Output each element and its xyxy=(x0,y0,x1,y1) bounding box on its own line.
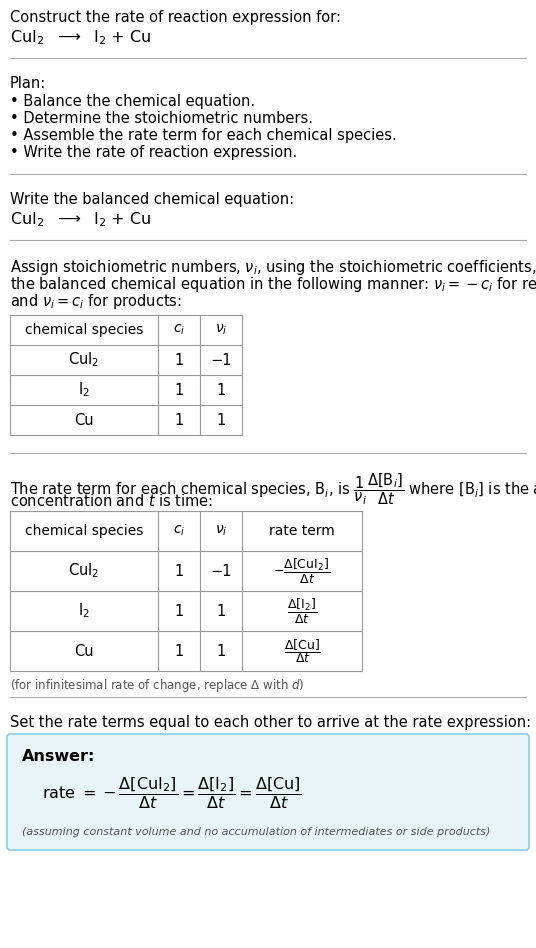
Text: Write the balanced chemical equation:: Write the balanced chemical equation: xyxy=(10,192,294,207)
Text: (for infinitesimal rate of change, replace Δ with $d$): (for infinitesimal rate of change, repla… xyxy=(10,677,304,694)
Text: Assign stoichiometric numbers, $\nu_i$, using the stoichiometric coefficients, $: Assign stoichiometric numbers, $\nu_i$, … xyxy=(10,258,536,277)
Text: I$_2$: I$_2$ xyxy=(78,381,90,399)
Text: CuI$_2$  $\longrightarrow$  I$_2$ + Cu: CuI$_2$ $\longrightarrow$ I$_2$ + Cu xyxy=(10,210,151,228)
Text: Construct the rate of reaction expression for:: Construct the rate of reaction expressio… xyxy=(10,10,341,25)
Text: $\nu_i$: $\nu_i$ xyxy=(215,323,227,337)
Text: 1: 1 xyxy=(217,412,226,428)
FancyBboxPatch shape xyxy=(7,734,529,850)
Text: 1: 1 xyxy=(217,644,226,659)
Text: concentration and $t$ is time:: concentration and $t$ is time: xyxy=(10,493,213,509)
Text: the balanced chemical equation in the following manner: $\nu_i = -c_i$ for react: the balanced chemical equation in the fo… xyxy=(10,275,536,294)
Text: −1: −1 xyxy=(210,563,232,578)
Text: • Assemble the rate term for each chemical species.: • Assemble the rate term for each chemic… xyxy=(10,128,397,143)
Text: chemical species: chemical species xyxy=(25,524,143,538)
Text: I$_2$: I$_2$ xyxy=(78,602,90,620)
Text: and $\nu_i = c_i$ for products:: and $\nu_i = c_i$ for products: xyxy=(10,292,182,311)
Text: 1: 1 xyxy=(174,412,184,428)
Text: • Balance the chemical equation.: • Balance the chemical equation. xyxy=(10,94,255,109)
Text: chemical species: chemical species xyxy=(25,323,143,337)
Text: $\nu_i$: $\nu_i$ xyxy=(215,524,227,538)
Text: $\dfrac{\Delta[\mathrm{Cu}]}{\Delta t}$: $\dfrac{\Delta[\mathrm{Cu}]}{\Delta t}$ xyxy=(284,637,321,665)
Text: $c_i$: $c_i$ xyxy=(173,323,185,337)
Text: $c_i$: $c_i$ xyxy=(173,524,185,538)
Text: 1: 1 xyxy=(174,382,184,397)
Text: rate $= -\dfrac{\Delta[\mathrm{CuI}_2]}{\Delta t} = \dfrac{\Delta[\mathrm{I}_2]}: rate $= -\dfrac{\Delta[\mathrm{CuI}_2]}{… xyxy=(42,775,302,811)
Text: • Write the rate of reaction expression.: • Write the rate of reaction expression. xyxy=(10,145,297,160)
Text: Answer:: Answer: xyxy=(22,749,95,764)
Text: Cu: Cu xyxy=(74,412,94,428)
Text: 1: 1 xyxy=(174,563,184,578)
Text: rate term: rate term xyxy=(269,524,335,538)
Text: $\dfrac{\Delta[\mathrm{I}_2]}{\Delta t}$: $\dfrac{\Delta[\mathrm{I}_2]}{\Delta t}$ xyxy=(287,596,317,626)
Text: (assuming constant volume and no accumulation of intermediates or side products): (assuming constant volume and no accumul… xyxy=(22,827,490,837)
Text: Plan:: Plan: xyxy=(10,76,46,91)
Text: $-\dfrac{\Delta[\mathrm{CuI}_2]}{\Delta t}$: $-\dfrac{\Delta[\mathrm{CuI}_2]}{\Delta … xyxy=(273,556,331,586)
Text: 1: 1 xyxy=(174,644,184,659)
Text: 1: 1 xyxy=(174,353,184,368)
Text: 1: 1 xyxy=(174,604,184,618)
Text: Set the rate terms equal to each other to arrive at the rate expression:: Set the rate terms equal to each other t… xyxy=(10,715,531,730)
Text: • Determine the stoichiometric numbers.: • Determine the stoichiometric numbers. xyxy=(10,111,313,126)
Text: 1: 1 xyxy=(217,604,226,618)
Text: −1: −1 xyxy=(210,353,232,368)
Text: CuI$_2$: CuI$_2$ xyxy=(68,561,100,580)
Text: Cu: Cu xyxy=(74,644,94,659)
Text: CuI$_2$  $\longrightarrow$  I$_2$ + Cu: CuI$_2$ $\longrightarrow$ I$_2$ + Cu xyxy=(10,28,151,46)
Text: 1: 1 xyxy=(217,382,226,397)
Text: CuI$_2$: CuI$_2$ xyxy=(68,351,100,370)
Text: The rate term for each chemical species, B$_i$, is $\dfrac{1}{\nu_i}\dfrac{\Delt: The rate term for each chemical species,… xyxy=(10,471,536,506)
